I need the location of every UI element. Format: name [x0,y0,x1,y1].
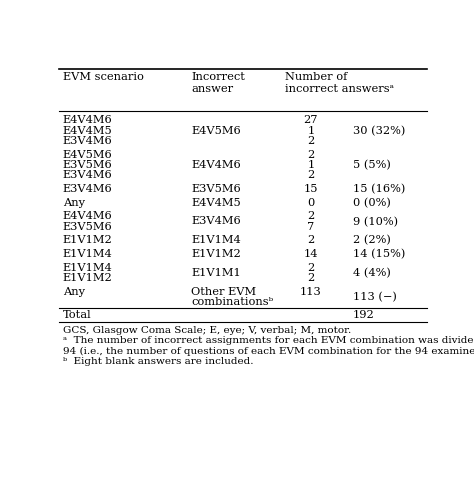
Text: 15 (16%): 15 (16%) [353,184,405,194]
Text: E3V4M6: E3V4M6 [63,184,113,194]
Text: 2: 2 [307,150,315,160]
Text: Other EVM: Other EVM [191,286,256,297]
Text: E4V4M6: E4V4M6 [191,160,241,170]
Text: 2: 2 [307,273,315,283]
Text: 2: 2 [307,171,315,180]
Text: E3V5M6: E3V5M6 [191,184,241,194]
Text: E4V4M6: E4V4M6 [63,211,113,221]
Text: 14 (15%): 14 (15%) [353,249,405,259]
Text: 15: 15 [304,184,318,194]
Text: Total: Total [63,310,91,320]
Text: 9 (10%): 9 (10%) [353,217,398,227]
Text: E4V5M6: E4V5M6 [191,125,241,136]
Text: 113: 113 [300,286,322,297]
Text: Any: Any [63,286,85,297]
Text: 14: 14 [304,249,318,259]
Text: E1V1M2: E1V1M2 [63,235,113,245]
Text: 192: 192 [353,310,375,320]
Text: ᵇ  Eight blank answers are included.: ᵇ Eight blank answers are included. [63,356,254,365]
Text: 94 (i.e., the number of questions of each EVM combination for the 94 examinees).: 94 (i.e., the number of questions of eac… [63,346,474,355]
Text: Any: Any [63,198,85,207]
Text: 1: 1 [307,160,315,170]
Text: E4V4M5: E4V4M5 [191,198,241,207]
Text: E3V4M6: E3V4M6 [63,171,113,180]
Text: 2: 2 [307,235,315,245]
Text: GCS, Glasgow Coma Scale; E, eye; V, verbal; M, motor.: GCS, Glasgow Coma Scale; E, eye; V, verb… [63,326,351,335]
Text: E1V1M1: E1V1M1 [191,268,241,278]
Text: 0 (0%): 0 (0%) [353,198,391,208]
Text: E1V1M4: E1V1M4 [63,262,113,273]
Text: combinationsᵇ: combinationsᵇ [191,297,274,307]
Text: 5 (5%): 5 (5%) [353,160,391,171]
Text: E1V1M2: E1V1M2 [191,249,241,259]
Text: E3V5M6: E3V5M6 [63,222,113,232]
Text: 2: 2 [307,262,315,273]
Text: 2 (2%): 2 (2%) [353,235,391,246]
Text: 2: 2 [307,211,315,221]
Text: 27: 27 [304,115,318,125]
Text: 0: 0 [307,198,315,207]
Text: ᵃ  The number of incorrect assignments for each EVM combination was divided by: ᵃ The number of incorrect assignments fo… [63,336,474,345]
Text: EVM scenario: EVM scenario [63,72,144,82]
Text: E3V4M6: E3V4M6 [63,136,113,146]
Text: E1V1M4: E1V1M4 [191,235,241,245]
Text: 2: 2 [307,136,315,146]
Text: E4V5M6: E4V5M6 [63,150,113,160]
Text: 7: 7 [307,222,315,232]
Text: E1V1M4: E1V1M4 [63,249,113,259]
Text: E3V4M6: E3V4M6 [191,217,241,227]
Text: 4 (4%): 4 (4%) [353,268,391,278]
Text: 113 (−): 113 (−) [353,292,397,302]
Text: 30 (32%): 30 (32%) [353,125,405,136]
Text: Incorrect
answer: Incorrect answer [191,72,246,94]
Text: 1: 1 [307,125,315,136]
Text: Number of
incorrect answersᵃ: Number of incorrect answersᵃ [285,72,394,94]
Text: E1V1M2: E1V1M2 [63,273,113,283]
Text: E4V4M6: E4V4M6 [63,115,113,125]
Text: E4V4M5: E4V4M5 [63,125,113,136]
Text: E3V5M6: E3V5M6 [63,160,113,170]
